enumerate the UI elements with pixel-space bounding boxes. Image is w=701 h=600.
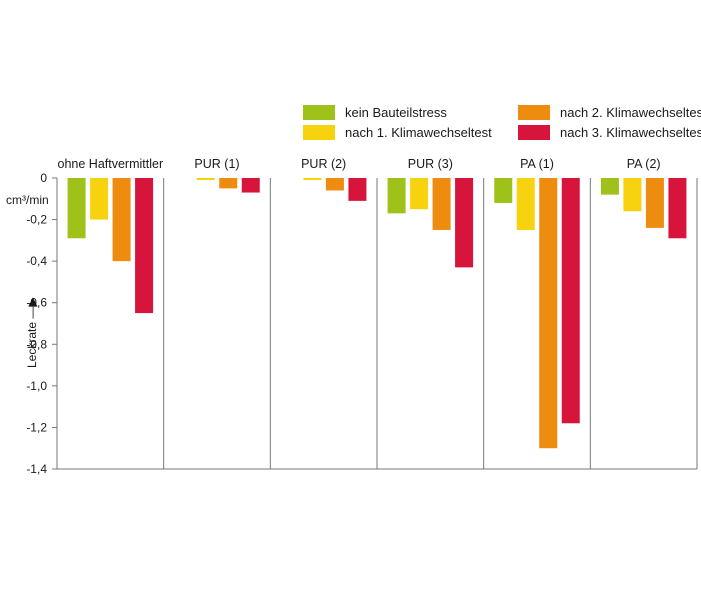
bar [387, 178, 406, 214]
y-tick-label: -0,6 [26, 296, 47, 310]
bar [325, 178, 344, 191]
arrow-right-icon: —▶ [25, 297, 39, 319]
y-tick-label: -1,4 [26, 462, 47, 476]
y-tick-label: -0,2 [26, 213, 47, 227]
category-label: PUR (3) [408, 157, 453, 171]
bar [112, 178, 131, 262]
legend-swatch [518, 125, 550, 140]
bar [135, 178, 154, 314]
category-label: PUR (2) [301, 157, 346, 171]
bar [600, 178, 619, 195]
plot-frame [56, 178, 698, 470]
bar [432, 178, 451, 230]
bars [67, 178, 687, 449]
bar [494, 178, 513, 203]
category-label: PA (1) [520, 157, 554, 171]
bar [668, 178, 687, 239]
y-axis-title-text: Leckrate [25, 321, 39, 368]
y-axis-unit: cm³/min [6, 193, 49, 207]
bar [303, 178, 322, 181]
bar [196, 178, 215, 181]
category-label: PUR (1) [194, 157, 239, 171]
bar [539, 178, 558, 449]
category-label: ohne Haftvermittler [58, 157, 164, 171]
legend-label: nach 3. Klimawechseltest [560, 125, 701, 140]
legend-swatch [303, 105, 335, 120]
legend-label: nach 1. Klimawechseltest [345, 125, 492, 140]
bar [241, 178, 260, 193]
bar [645, 178, 664, 228]
y-tick-label: -1,0 [26, 379, 47, 393]
y-axis-title: Leckrate —▶ [25, 297, 39, 368]
legend-swatch [303, 125, 335, 140]
y-tick-label: 0 [40, 171, 47, 185]
y-tick-label: -0,4 [26, 254, 47, 268]
category-labels: ohne Haftvermittler PUR (1) PUR (2) PUR (3)… [58, 157, 661, 171]
bar [455, 178, 474, 268]
bar [348, 178, 367, 201]
y-tick-label: -0,8 [26, 337, 47, 351]
legend-label: kein Bauteilstress [345, 105, 447, 120]
bar [67, 178, 86, 239]
legend-swatch [518, 105, 550, 120]
bar [219, 178, 238, 189]
legend-label: nach 2. Klimawechseltest [560, 105, 701, 120]
bar [410, 178, 429, 210]
bar [90, 178, 109, 220]
bar [516, 178, 535, 230]
bar [561, 178, 580, 424]
bar [623, 178, 642, 212]
y-axis: 0 -0,2 -0,4 -0,6 -0,8 -1,0 -1,2 -1,4 [26, 171, 57, 476]
y-tick-label: -1,2 [26, 420, 47, 434]
category-label: PA (2) [627, 157, 661, 171]
